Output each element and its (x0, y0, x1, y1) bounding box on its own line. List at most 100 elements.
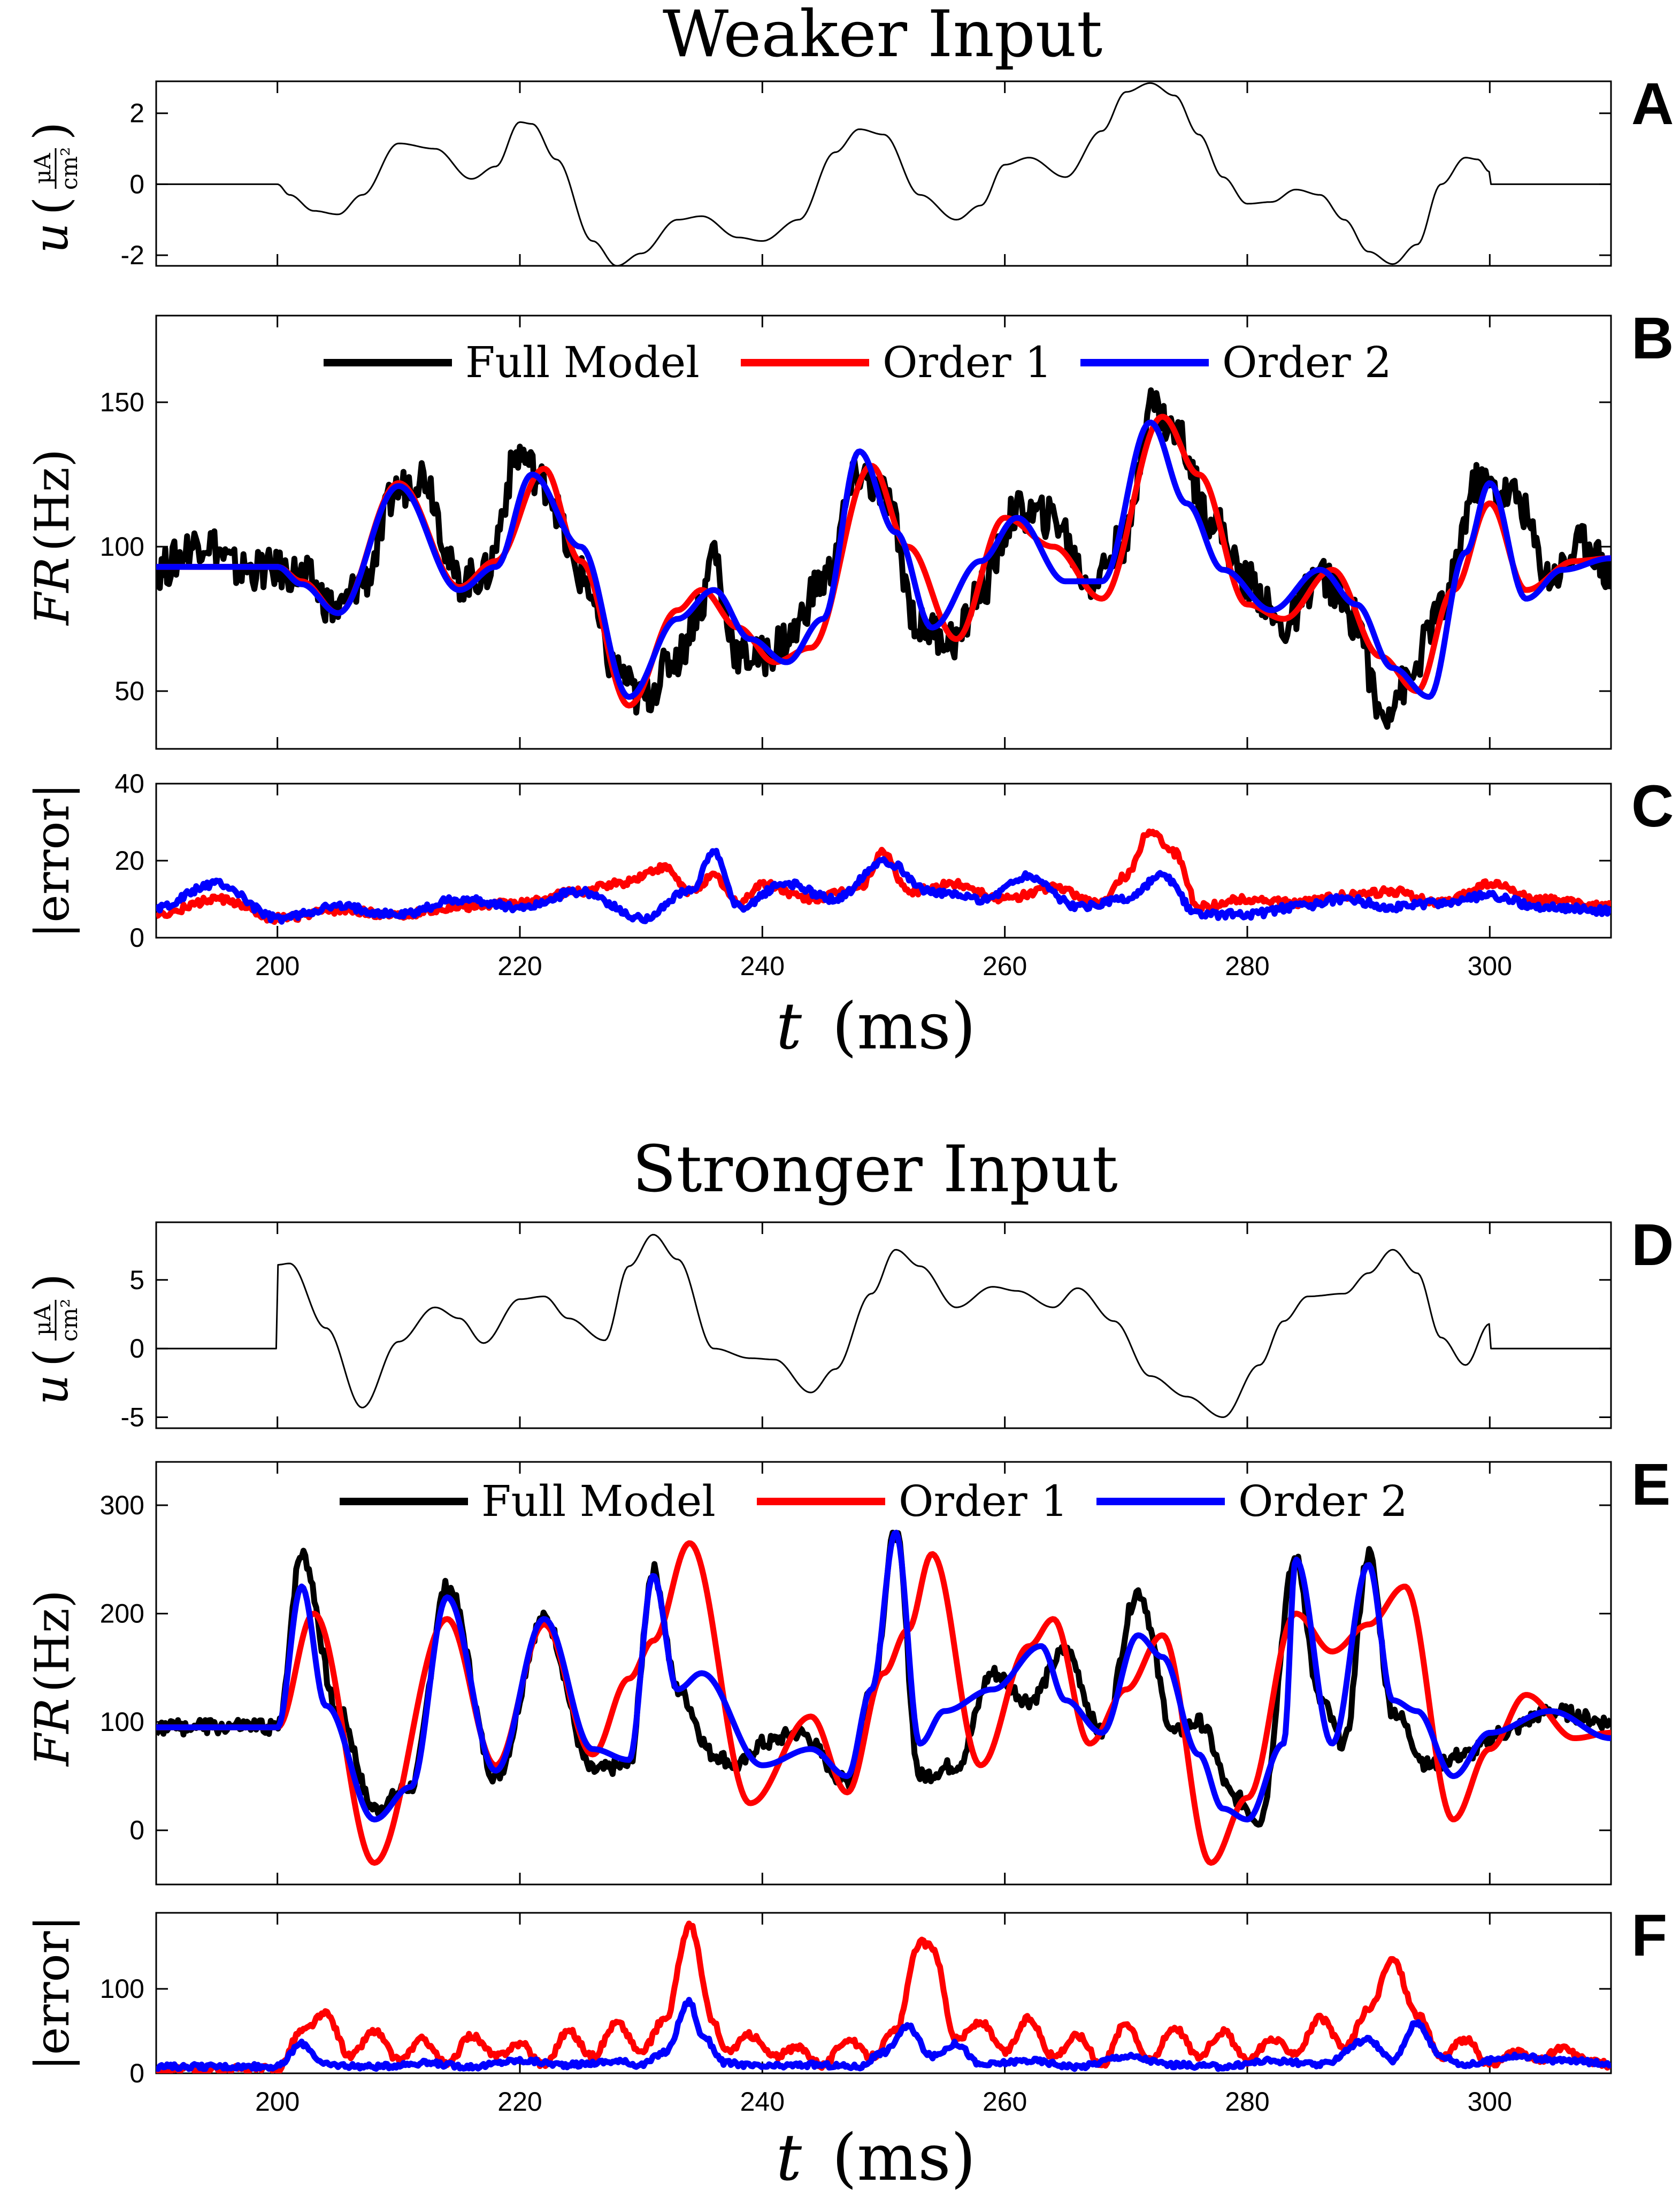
y-axis-label-open-paren: ( (24, 197, 79, 215)
x-axis-label-unit: (ms) (832, 2121, 976, 2195)
y-axis-label-var: u (24, 223, 79, 254)
x-tick-label: 300 (1468, 2087, 1512, 2117)
y-tick-label: 5 (129, 1265, 144, 1295)
series-group (156, 82, 1611, 266)
y-tick-label: 40 (114, 769, 144, 799)
series-line-full-model (156, 387, 1611, 730)
y-tick-label: 2 (129, 98, 144, 128)
axes-box (155, 1461, 1612, 1886)
y-axis-label-numerator: μA (29, 1305, 56, 1336)
x-axis-label-var: t (776, 990, 802, 1064)
x-ticks (277, 1462, 1491, 1884)
x-tick-label: 200 (255, 2087, 300, 2117)
panel-letter-c: C (1631, 773, 1674, 839)
y-axis-label-unit: (Hz) (25, 449, 80, 551)
y-axis-label-fr: FR (Hz) (25, 1590, 80, 1767)
series-group (156, 1529, 1611, 1866)
x-ticks: 200 220 240 260 280 300 (255, 784, 1512, 981)
x-ticks: 200 220 240 260 280 300 (255, 1913, 1512, 2117)
legend: Full Model Order 1 Order 2 (340, 1476, 1408, 1526)
y-ticks: -2 0 2 (121, 98, 1611, 270)
series-line-order-2 (156, 419, 1611, 700)
series-line-order-1 (156, 1540, 1611, 1866)
x-tick-label: 240 (740, 2087, 785, 2117)
x-tick-label: 280 (1225, 951, 1269, 981)
y-ticks: 0 100 (100, 1974, 1611, 2088)
series-group (156, 387, 1611, 730)
y-ticks: 50 100 150 (100, 387, 1611, 706)
y-axis-label-error: |error| (25, 1915, 80, 2071)
legend: Full Model Order 1 Order 2 (324, 338, 1392, 387)
panel-e-firing-rate-strong: E FR (Hz) Full Model Order 1 Order 2 0 10… (25, 1452, 1670, 1886)
y-axis-label-error: |error| (25, 783, 80, 939)
y-tick-label: 100 (100, 1974, 144, 2004)
y-axis-label-var: u (24, 1375, 79, 1405)
x-axis-label-unit: (ms) (832, 990, 976, 1064)
series-group (156, 1920, 1611, 2073)
series-line-order-1 (156, 1920, 1611, 2073)
y-tick-label: -2 (121, 240, 144, 270)
y-axis-label-numerator: μA (29, 153, 56, 184)
series-line-order-2 (156, 848, 1611, 925)
legend-label-order-2: Order 2 (1222, 338, 1392, 387)
y-axis-label-close-paren: ) (24, 122, 79, 140)
series-line-order-2 (156, 1997, 1611, 2072)
legend-label-order-1: Order 1 (899, 1476, 1068, 1526)
panel-letter-f: F (1631, 1903, 1667, 1968)
x-axis-label: t (ms) (776, 990, 976, 1064)
series-line-order-2 (156, 1529, 1611, 1822)
y-tick-label: 0 (129, 169, 144, 199)
panel-a-input-weak: A u ( μA cm² ) -2 0 2 (24, 71, 1674, 270)
x-tick-label: 260 (983, 2087, 1027, 2117)
y-axis-label-open-paren: ( (24, 1348, 79, 1367)
stronger-input-title: Stronger Input (632, 1132, 1118, 1207)
y-axis-label-denominator: cm² (56, 147, 82, 190)
x-ticks (277, 81, 1491, 266)
y-tick-label: 0 (129, 1815, 144, 1845)
axes-box (155, 315, 1612, 750)
y-axis-label-fr: FR (Hz) (25, 449, 80, 626)
axes-box (155, 80, 1612, 267)
panel-b-firing-rate-weak: B FR (Hz) Full Model Order 1 Order 2 50 1… (25, 305, 1674, 750)
y-ticks: 0 100 200 300 (100, 1490, 1611, 1845)
y-tick-label: 200 (100, 1599, 144, 1629)
y-tick-label: 150 (100, 387, 144, 417)
legend-label-full-model: Full Model (465, 338, 700, 387)
y-tick-label: 20 (114, 846, 144, 876)
y-tick-label: 0 (129, 923, 144, 953)
y-tick-label: -5 (121, 1402, 144, 1432)
x-tick-label: 240 (740, 951, 785, 981)
panel-d-input-strong: D u ( μA cm² ) -5 0 5 (24, 1212, 1674, 1432)
series-line-input (156, 82, 1611, 266)
series-group (156, 828, 1611, 938)
y-ticks: -5 0 5 (121, 1265, 1611, 1432)
x-tick-label: 200 (255, 951, 300, 981)
panel-c-error-weak: C |error| 0 20 40 200 220 240 260 280 300 t (ms… (25, 769, 1674, 1064)
panel-letter-e: E (1631, 1452, 1670, 1518)
x-axis-label-var: t (776, 2121, 802, 2195)
y-tick-label: 100 (100, 532, 144, 562)
legend-label-order-1: Order 1 (883, 338, 1052, 387)
panel-letter-d: D (1631, 1212, 1674, 1278)
x-tick-label: 220 (497, 951, 542, 981)
legend-label-full-model: Full Model (481, 1476, 716, 1526)
axes-box (155, 1221, 1612, 1429)
y-tick-label: 50 (114, 676, 144, 706)
x-tick-label: 280 (1225, 2087, 1269, 2117)
x-tick-label: 260 (983, 951, 1027, 981)
weaker-input-title: Weaker Input (663, 0, 1102, 72)
panel-letter-a: A (1631, 71, 1674, 137)
x-tick-label: 300 (1468, 951, 1512, 981)
y-axis-label-var: FR (25, 1698, 80, 1767)
legend-label-order-2: Order 2 (1238, 1476, 1408, 1526)
y-axis-label-denominator: cm² (56, 1299, 82, 1342)
panel-letter-b: B (1631, 305, 1674, 371)
panel-f-error-strong: F |error| 0 100 200 220 240 260 280 300 t (ms) (25, 1903, 1667, 2195)
y-ticks: 0 20 40 (114, 769, 1611, 953)
y-axis-label-unit: (Hz) (25, 1590, 80, 1692)
y-tick-label: 300 (100, 1490, 144, 1520)
y-tick-label: 100 (100, 1707, 144, 1737)
y-axis-label-input: u ( μA cm² ) (24, 122, 82, 254)
y-axis-label-close-paren: ) (24, 1274, 79, 1292)
